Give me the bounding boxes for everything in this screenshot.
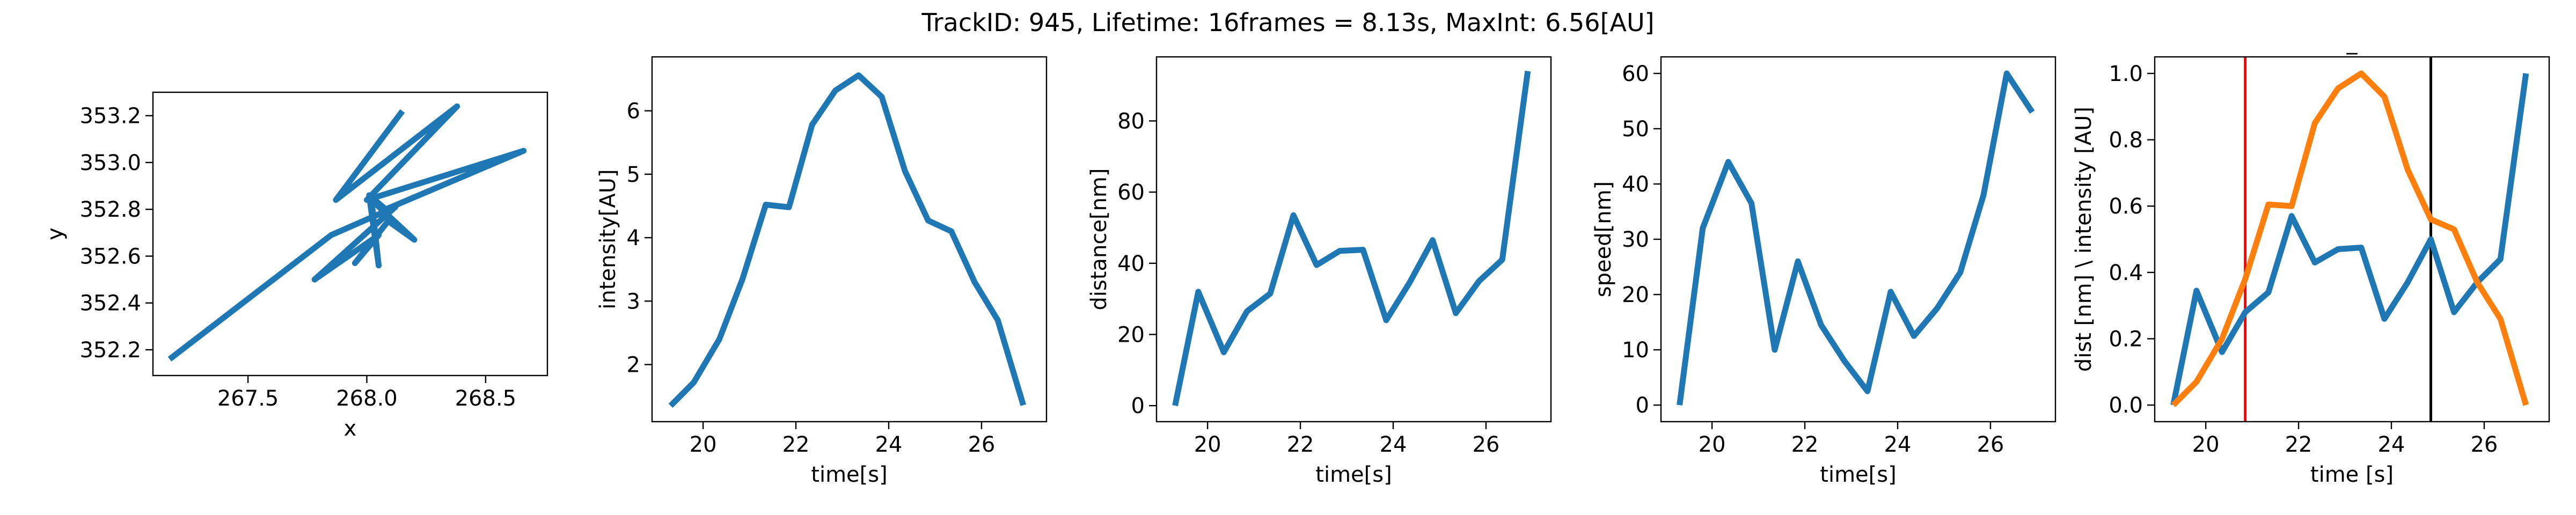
x-tick-label: 268.5 [455, 386, 517, 411]
x-tick-label: 24 [2378, 432, 2405, 457]
x-tick-label: 22 [782, 432, 810, 457]
axes-frame [1155, 56, 1552, 423]
y-tick-label: 0.6 [2109, 194, 2143, 219]
series-line-1 [668, 72, 1027, 408]
x-axis-label: time[s] [1820, 462, 1896, 487]
y-tick-label: 50 [1622, 117, 1649, 142]
y-tick-label: 2 [627, 353, 640, 378]
y-tick-label: 0 [1131, 394, 1145, 418]
x-tick-label: 26 [2470, 432, 2498, 457]
chart-3: 20 22 24 26 0 20 40 60 80 time[s] distance[nm] [1087, 56, 1552, 487]
y-tick-label: 20 [1622, 283, 1649, 307]
y-tick-label: 0.4 [2109, 261, 2143, 285]
y-tick-label: 4 [627, 226, 640, 251]
series-line-1 [167, 103, 527, 362]
y-tick-label: 60 [1117, 180, 1145, 205]
plot-area [2170, 57, 2529, 422]
y-tick-label: 60 [1622, 62, 1649, 86]
chart-5: 20 22 24 26 0.0 0.2 0.4 0.6 0.8 1.0 time [s] dist [… [2072, 30, 2550, 487]
y-axis-label: distance[nm] [1087, 168, 1111, 310]
x-tick-label: 22 [1791, 432, 1819, 457]
y-tick-label: 352.6 [79, 244, 141, 269]
x-tick-label: 26 [968, 432, 995, 457]
plot-area [1172, 70, 1531, 407]
y-axis-label: speed[nm] [1591, 181, 1616, 297]
series-line-1 [2170, 73, 2529, 406]
y-tick-label: 10 [1622, 338, 1649, 363]
axes-frame [2154, 56, 2550, 423]
y-tick-label: 0.0 [2109, 393, 2143, 418]
x-tick-label: 20 [690, 432, 717, 457]
y-tick-label: 5 [627, 163, 640, 187]
y-tick-label: 6 [627, 99, 640, 124]
x-tick-label: 20 [2192, 432, 2220, 457]
x-tick-label: 22 [2285, 432, 2312, 457]
y-axis-label: dist [nm] \ intensity [AU] [2072, 107, 2096, 372]
x-tick-label: 26 [1977, 432, 2004, 457]
x-tick-label: 24 [1884, 432, 1912, 457]
series-line-1 [1172, 70, 1531, 407]
chart-1: 267.5 268.0 268.5 352.2 352.4 352.6 352.8 353.0… [43, 91, 548, 441]
y-tick-label: 40 [1622, 172, 1649, 197]
x-tick-label: 268.0 [336, 386, 398, 411]
plot-area [668, 72, 1027, 408]
series-line-2 [2171, 70, 2529, 407]
x-tick-label: 20 [1699, 432, 1726, 457]
y-tick-label: 30 [1622, 227, 1649, 252]
y-tick-label: 80 [1117, 109, 1145, 134]
y-tick-label: 40 [1117, 252, 1145, 276]
chart-4: 20 22 24 26 0 10 20 30 40 50 60 time[s] speed[nm] [1591, 56, 2057, 487]
y-tick-label: 0.2 [2109, 327, 2143, 351]
x-tick-label: 24 [1380, 432, 1407, 457]
y-tick-label: 20 [1117, 322, 1145, 347]
axes-frame [1660, 56, 2057, 423]
y-tick-label: 352.8 [79, 197, 141, 222]
x-axis-label: time[s] [1315, 462, 1392, 487]
x-tick-label: 267.5 [217, 386, 279, 411]
y-tick-label: 0.8 [2109, 128, 2143, 153]
figure-title: TrackID: 945, Lifetime: 16frames = 8.13s… [921, 8, 1654, 37]
axes-frame [152, 91, 548, 377]
x-tick-label: 22 [1287, 432, 1314, 457]
y-axis-label: intensity[AU] [596, 169, 620, 309]
y-tick-label: 352.4 [79, 291, 141, 316]
x-tick-label: 26 [1472, 432, 1499, 457]
y-tick-label: 353.2 [79, 104, 141, 129]
y-tick-label: 353.0 [79, 151, 141, 175]
x-axis-label: time[s] [811, 462, 887, 487]
x-tick-label: 20 [1194, 432, 1221, 457]
plot-area [167, 103, 527, 362]
y-tick-label: 1.0 [2109, 62, 2143, 86]
chart-2: 20 22 24 26 2 3 4 5 6 time[s] intensity[AU] [596, 56, 1048, 487]
series-line-1 [1677, 70, 2035, 406]
plot-area [1677, 70, 2035, 406]
axes-frame [651, 56, 1048, 423]
x-tick-label: 24 [875, 432, 903, 457]
y-tick-label: 3 [627, 289, 640, 314]
x-axis-label: x [344, 416, 357, 441]
y-tick-label: 352.2 [79, 338, 141, 363]
y-tick-label: 0 [1636, 393, 1649, 418]
x-axis-label: time [s] [2310, 462, 2394, 487]
subplot-title: _ [2346, 30, 2358, 55]
y-axis-label: y [43, 227, 68, 240]
